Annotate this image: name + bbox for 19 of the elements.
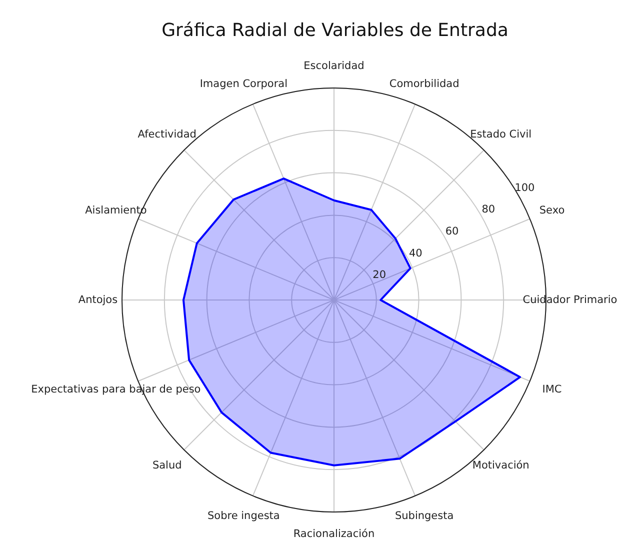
chart-title: Gráfica Radial de Variables de Entrada bbox=[160, 20, 510, 41]
spoke-label: Afectividad bbox=[138, 128, 196, 141]
spoke-label: Motivación bbox=[472, 459, 530, 472]
y-tick-label: 60 bbox=[445, 225, 459, 238]
spoke-label: IMC bbox=[542, 384, 562, 396]
spoke-label: Salud bbox=[152, 459, 182, 472]
spoke-label: Imagen Corporal bbox=[200, 78, 288, 90]
spoke-label: Sobre ingesta bbox=[208, 510, 280, 522]
y-tick-label: 20 bbox=[372, 269, 386, 282]
spoke-label: Comorbilidad bbox=[389, 78, 460, 90]
y-tick-label: 100 bbox=[514, 182, 535, 194]
y-tick-label: 80 bbox=[482, 204, 496, 216]
spoke-label: Sexo bbox=[539, 204, 565, 216]
y-tick-label: 40 bbox=[409, 247, 422, 260]
spoke-label: Estado Civil bbox=[470, 128, 532, 141]
spoke-label: Racionalización bbox=[293, 528, 375, 540]
spoke-label: Antojos bbox=[78, 294, 118, 306]
spoke-label: Escolaridad bbox=[304, 60, 364, 72]
spoke-label: Subingesta bbox=[394, 510, 454, 522]
